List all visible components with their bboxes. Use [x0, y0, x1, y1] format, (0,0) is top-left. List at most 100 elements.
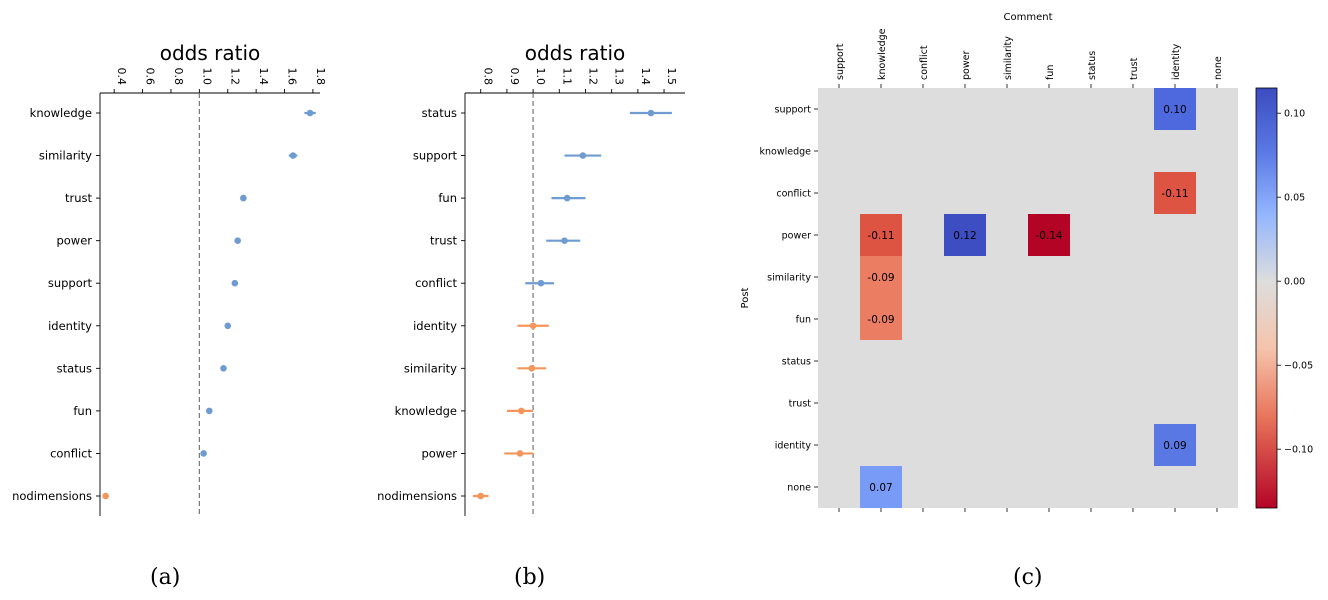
x-tick-label: 1.3 [613, 68, 626, 86]
category-label: knowledge [395, 404, 457, 418]
colorbar-tick-label: −0.05 [1284, 361, 1313, 372]
x-tick-label: 1.2 [229, 68, 242, 86]
x-tick-label: 1.0 [200, 68, 213, 86]
row-label: conflict [776, 189, 811, 200]
x-tick-label: 1.2 [586, 68, 599, 86]
data-point [220, 365, 227, 372]
x-tick-label: 0.8 [172, 68, 185, 86]
category-label: conflict [415, 276, 457, 290]
column-label: status [1087, 51, 1098, 80]
heatmap-cell [944, 214, 986, 256]
data-point [518, 407, 525, 415]
heatmap-cell [1028, 214, 1070, 256]
category-label: nodimensions [12, 489, 92, 503]
column-label: support [835, 43, 846, 80]
data-point [231, 279, 239, 287]
data-point [528, 365, 536, 372]
x-tick-label: 1.1 [560, 68, 573, 86]
caption-c: (c) [1013, 565, 1043, 590]
row-label: identity [775, 441, 812, 452]
data-point [579, 152, 587, 159]
heatmap-cell [1154, 88, 1196, 130]
column-label: similarity [1003, 36, 1014, 80]
y-axis-title: Post [740, 287, 751, 308]
cell-value-label: 0.10 [1163, 104, 1186, 116]
heatmap-cell [860, 214, 902, 256]
data-point [537, 279, 545, 287]
x-tick-label: 0.8 [482, 68, 495, 86]
data-point [234, 237, 241, 244]
data-point [516, 450, 524, 457]
x-tick-label: 1.0 [534, 68, 547, 86]
x-axis-title: Comment [1004, 12, 1053, 23]
data-point [563, 194, 571, 202]
data-point [529, 322, 537, 330]
data-point [240, 194, 247, 202]
cell-value-label: -0.11 [1161, 188, 1188, 200]
caption-a: (a) [150, 565, 181, 590]
category-label: status [57, 361, 92, 375]
cell-value-label: -0.14 [1035, 230, 1062, 242]
row-label: status [782, 357, 811, 368]
x-tick-label: 0.4 [115, 68, 128, 86]
data-point [205, 407, 213, 415]
plot-title: odds ratio [160, 41, 261, 65]
category-label: similarity [404, 361, 457, 375]
data-point [224, 322, 232, 330]
category-label: similarity [39, 149, 92, 163]
plot-title: odds ratio [525, 41, 626, 65]
column-label: none [1213, 56, 1224, 80]
data-point [200, 450, 207, 457]
category-label: fun [438, 191, 457, 205]
data-point [477, 492, 485, 500]
column-label: conflict [919, 45, 930, 80]
row-label: fun [796, 315, 811, 326]
x-tick-label: 1.4 [639, 68, 652, 86]
x-tick-label: 1.5 [665, 68, 678, 86]
data-point [102, 492, 109, 500]
category-label: nodimensions [377, 489, 457, 503]
row-label: knowledge [760, 147, 812, 158]
heatmap-cell [1154, 424, 1196, 466]
colorbar-tick-label: −0.10 [1284, 445, 1313, 456]
x-tick-label: 1.8 [314, 68, 327, 86]
category-label: identity [413, 319, 457, 333]
cell-value-label: -0.09 [867, 314, 894, 326]
row-label: none [787, 483, 811, 494]
x-tick-label: 1.6 [286, 68, 299, 86]
colorbar-tick-label: 0.10 [1284, 109, 1305, 120]
category-label: support [413, 149, 458, 163]
heatmap-cell [1154, 172, 1196, 214]
cell-value-label: 0.09 [1163, 440, 1186, 452]
heatmap-cell [860, 256, 902, 298]
category-label: conflict [50, 446, 92, 460]
cell-value-label: 0.07 [869, 482, 892, 494]
forest-plot-a: odds ratio 0.4 0.6 0.8 1.0 1.2 1.4 1.6 1.8 knowle… [12, 41, 327, 516]
category-label: trust [430, 234, 458, 248]
data-point [647, 109, 655, 117]
category-label: identity [48, 319, 92, 333]
colorbar-tick-label: 0.05 [1284, 193, 1305, 204]
x-tick-label: 1.4 [257, 68, 270, 86]
cell-value-label: 0.12 [953, 230, 976, 242]
row-label: power [782, 231, 811, 242]
category-label: status [422, 106, 457, 120]
category-label: power [56, 234, 92, 248]
colorbar-tick-label: 0.00 [1284, 277, 1305, 288]
heatmap-c: 0.10 -0.11 -0.11 0.12 -0.14 -0.09 -0.09 0.09 0.0… [740, 12, 1313, 512]
category-label: trust [65, 191, 93, 205]
category-label: power [421, 446, 457, 460]
row-label: support [775, 105, 812, 116]
row-label: trust [789, 399, 812, 410]
cell-value-label: -0.09 [867, 272, 894, 284]
x-tick-label: 0.6 [144, 68, 157, 86]
column-label: identity [1171, 43, 1182, 80]
category-label: support [48, 276, 93, 290]
caption-b: (b) [514, 565, 546, 590]
category-label: knowledge [30, 106, 92, 120]
forest-plot-b: odds ratio 0.8 0.9 1.0 1.1 1.2 1.3 1.4 1.5 status… [377, 41, 685, 516]
data-point [306, 109, 314, 117]
heatmap-cell [860, 466, 902, 508]
